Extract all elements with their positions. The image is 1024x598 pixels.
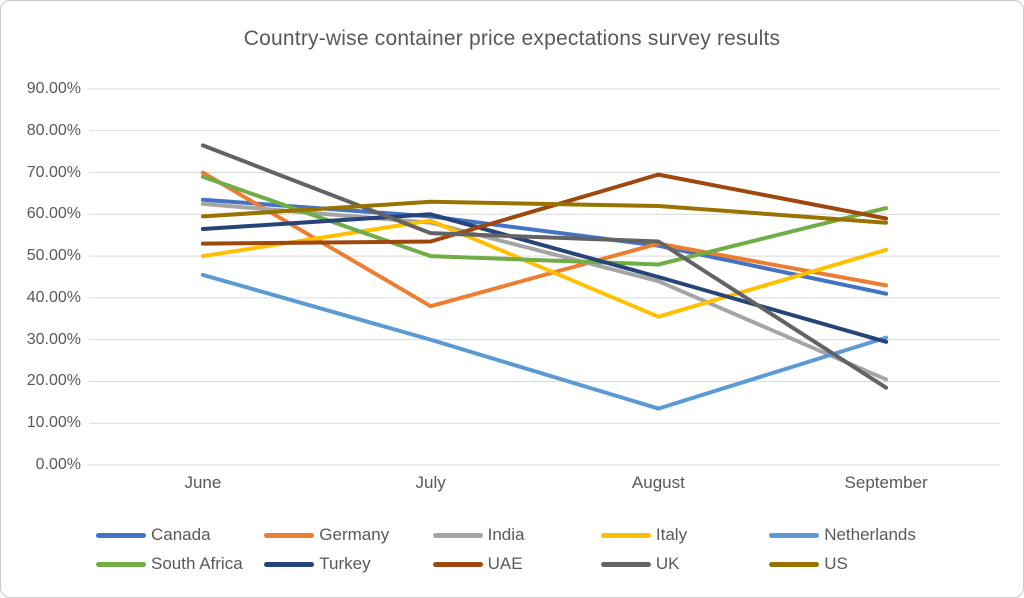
y-tick-label: 70.00%	[26, 163, 81, 181]
y-tick-label: 50.00%	[26, 247, 81, 265]
legend-line-swatch	[769, 532, 820, 538]
legend-line-swatch	[432, 532, 483, 538]
legend-label: India	[487, 525, 525, 544]
legend-line-swatch	[600, 532, 651, 538]
legend-label: Italy	[655, 525, 688, 544]
legend-label: Turkey	[319, 554, 371, 573]
x-tick-label: August	[631, 473, 685, 492]
legend-item-netherlands: Netherlands	[769, 524, 916, 546]
legend-label: UAE	[487, 554, 523, 573]
legend-label: South Africa	[151, 554, 243, 573]
legend-label: Netherlands	[824, 525, 916, 544]
x-tick-label: September	[844, 473, 928, 492]
legend-label: Germany	[319, 525, 390, 544]
legend-item-italy: Italy	[600, 524, 688, 546]
series-line-uk	[200, 143, 889, 390]
series-line-us	[200, 199, 889, 225]
legend-item-turkey: Turkey	[264, 553, 371, 575]
legend-line-swatch	[96, 561, 146, 567]
y-tick-label: 20.00%	[26, 372, 81, 390]
legend-item-us: US	[769, 553, 848, 575]
series-line-south-africa	[200, 174, 889, 267]
legend-line-swatch	[432, 561, 483, 567]
series-line-turkey	[200, 212, 889, 344]
plot-svg	[89, 88, 1000, 466]
legend-label: UK	[655, 554, 680, 573]
y-tick-label: 30.00%	[26, 330, 81, 348]
y-tick-label: 90.00%	[26, 80, 81, 97]
legend-line-swatch	[769, 561, 820, 567]
legend-item-uk: UK	[600, 553, 680, 575]
legend-item-south-africa: South Africa	[96, 553, 243, 575]
legend-line-swatch	[96, 532, 146, 538]
y-tick-label: 10.00%	[26, 414, 81, 432]
y-tick-label: 0.00%	[35, 456, 81, 473]
y-tick-label: 80.00%	[26, 121, 81, 139]
series-line-uae	[200, 172, 889, 246]
y-tick-label: 40.00%	[26, 288, 81, 306]
y-tick-label: 60.00%	[26, 205, 81, 223]
legend-line-swatch	[600, 561, 651, 567]
legend-label: US	[824, 554, 848, 573]
legend-line-swatch	[264, 532, 315, 538]
series-line-india	[200, 201, 889, 382]
chart-title: Country-wise container price expectation…	[243, 27, 781, 50]
legend-item-uae: UAE	[432, 553, 523, 575]
x-tick-label: July	[415, 473, 446, 492]
series-line-italy	[200, 218, 889, 319]
legend-label: Canada	[151, 525, 211, 544]
legend-item-germany: Germany	[264, 524, 389, 546]
legend-item-india: India	[432, 524, 525, 546]
legend-item-canada: Canada	[96, 524, 211, 546]
series-line-netherlands	[200, 272, 889, 411]
legend-line-swatch	[264, 561, 315, 567]
x-tick-label: June	[184, 473, 222, 492]
